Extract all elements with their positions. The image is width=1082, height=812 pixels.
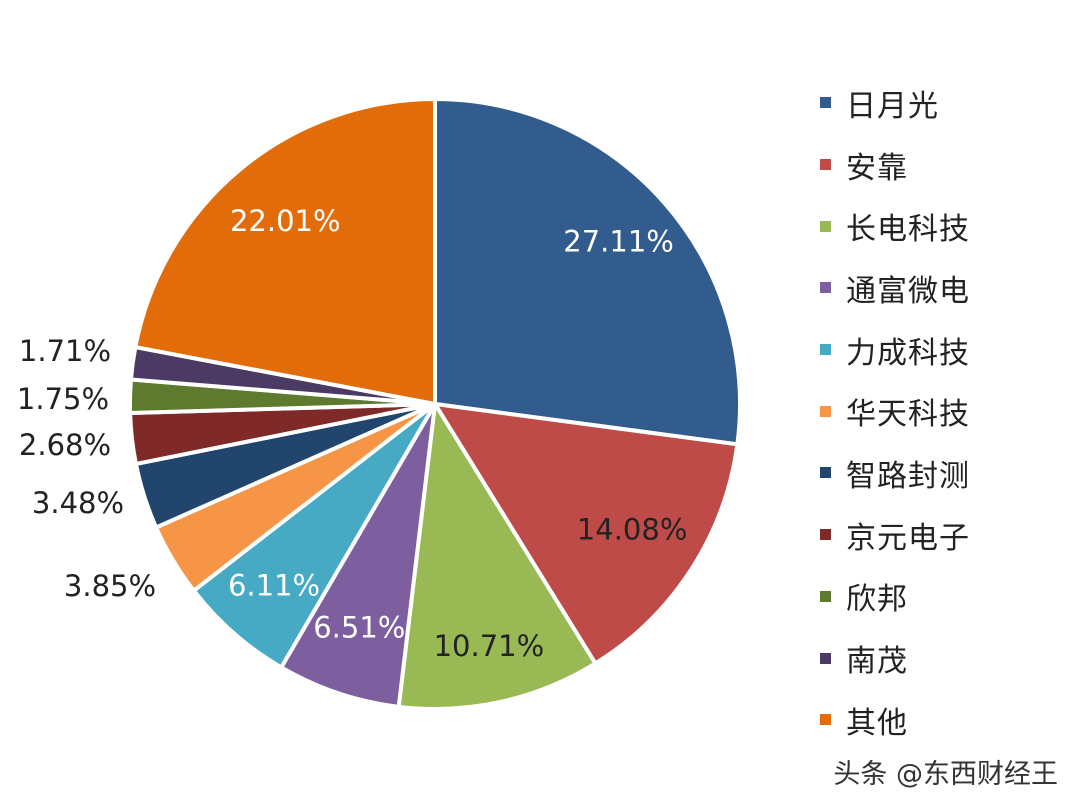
legend-swatch xyxy=(820,282,831,294)
slice-data-label: 10.71% xyxy=(434,629,545,663)
legend-swatch xyxy=(820,97,831,109)
slice-data-label: 6.11% xyxy=(228,568,320,602)
legend-item: 日月光 xyxy=(820,72,970,134)
legend-label: 智路封测 xyxy=(846,458,970,494)
legend-item: 智路封测 xyxy=(820,442,970,504)
slice-data-label: 14.08% xyxy=(577,513,688,547)
legend-label: 日月光 xyxy=(846,88,939,124)
legend: 日月光安靠长电科技通富微电力成科技华天科技智路封测京元电子欣邦南茂其他 xyxy=(820,72,970,751)
legend-swatch xyxy=(820,344,831,356)
slice-data-label: 22.01% xyxy=(230,204,341,238)
legend-label: 华天科技 xyxy=(846,397,970,433)
legend-swatch xyxy=(820,220,831,232)
legend-label: 其他 xyxy=(846,705,908,741)
legend-item: 力成科技 xyxy=(820,319,970,381)
legend-swatch xyxy=(820,405,831,417)
legend-item: 欣邦 xyxy=(820,566,970,628)
legend-swatch xyxy=(820,714,831,726)
legend-label: 长电科技 xyxy=(846,212,970,248)
legend-label: 南茂 xyxy=(846,644,908,680)
legend-swatch xyxy=(820,652,831,664)
slice-data-label: 1.75% xyxy=(17,382,109,416)
slice-data-label: 27.11% xyxy=(563,224,674,258)
slice-data-label: 1.71% xyxy=(19,334,111,368)
pie-slice xyxy=(433,402,740,666)
legend-label: 通富微电 xyxy=(846,273,970,309)
slice-data-label: 2.68% xyxy=(19,428,111,462)
legend-swatch xyxy=(820,529,831,541)
pie-slice xyxy=(279,402,437,709)
pie-slice xyxy=(133,97,437,406)
legend-item: 长电科技 xyxy=(820,195,970,257)
legend-item: 其他 xyxy=(820,689,970,751)
legend-item: 通富微电 xyxy=(820,257,970,319)
legend-swatch xyxy=(820,467,831,479)
watermark-text: 头条 @东西财经王 xyxy=(833,759,1058,790)
slice-data-label: 6.51% xyxy=(313,611,405,645)
legend-item: 安靠 xyxy=(820,134,970,196)
legend-label: 安靠 xyxy=(846,150,908,186)
legend-label: 京元电子 xyxy=(846,520,970,556)
pie-slice xyxy=(433,97,742,447)
legend-swatch xyxy=(820,590,831,602)
slice-data-label: 3.48% xyxy=(32,486,124,520)
legend-item: 京元电子 xyxy=(820,504,970,566)
pie-plot-area: 27.11% 14.08% 10.71% 6.51% 6.11% 3.85% 3.48% 2.… xyxy=(17,97,742,711)
slice-data-label: 3.85% xyxy=(64,569,156,603)
legend-item: 南茂 xyxy=(820,627,970,689)
pie-slice xyxy=(396,402,598,711)
legend-label: 力成科技 xyxy=(846,335,970,371)
legend-item: 华天科技 xyxy=(820,380,970,442)
pie-slice xyxy=(191,402,437,670)
legend-label: 欣邦 xyxy=(846,582,908,618)
legend-swatch xyxy=(820,159,831,171)
